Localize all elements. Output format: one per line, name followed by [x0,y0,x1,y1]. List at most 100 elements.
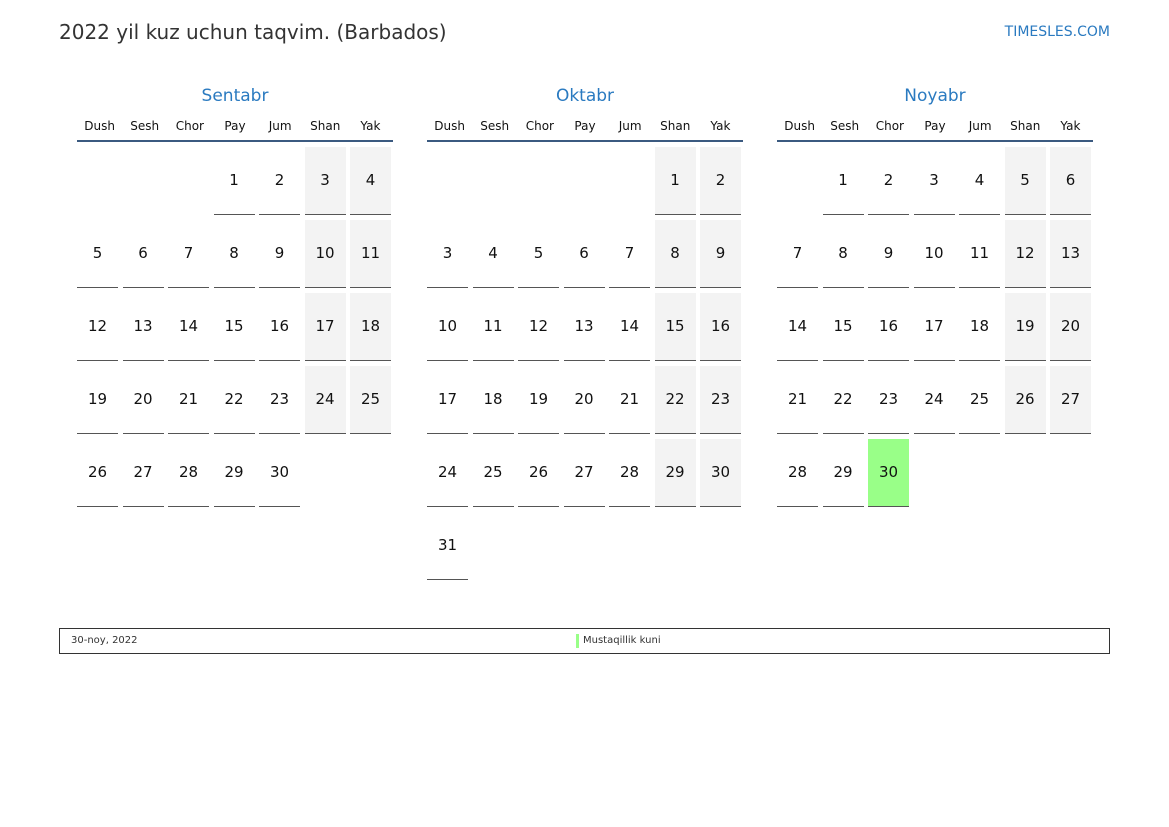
day-cell[interactable]: 15 [654,293,696,361]
day-cell[interactable]: 6 [563,220,605,288]
weekday-header: Dush Sesh Chor Pay Jum Shan Yak [427,118,743,142]
day-cell[interactable]: 14 [777,293,818,361]
day-cell[interactable]: 6 [1050,147,1091,215]
holiday-legend: 30-noy, 2022 Mustaqillik kuni [59,628,1110,654]
day-cell[interactable]: 19 [518,366,559,434]
day-cell[interactable]: 5 [1004,147,1046,215]
day-cell[interactable]: 3 [427,220,468,288]
day-cell[interactable]: 6 [122,220,164,288]
day-cell[interactable]: 15 [822,293,864,361]
day-cell[interactable]: 4 [350,147,391,215]
day-cell[interactable]: 14 [609,293,650,361]
day-cell[interactable]: 21 [609,366,650,434]
day-cell[interactable]: 5 [518,220,559,288]
day-cell[interactable]: 20 [563,366,605,434]
day-cell[interactable]: 23 [259,366,300,434]
day-cell[interactable]: 9 [259,220,300,288]
day-cell[interactable]: 21 [777,366,818,434]
day-cell[interactable]: 16 [868,293,909,361]
day-cell[interactable]: 8 [822,220,864,288]
day-cell[interactable]: 25 [350,366,391,434]
month-name: Sentabr [201,86,269,106]
day-cell[interactable]: 1 [654,147,696,215]
day-cell[interactable]: 17 [427,366,468,434]
day-cell[interactable]: 30 [700,439,741,507]
day-cell[interactable]: 8 [213,220,255,288]
day-cell[interactable]: 23 [868,366,909,434]
day-cell[interactable]: 21 [168,366,209,434]
day-cell[interactable]: 2 [700,147,741,215]
day-cell[interactable]: 27 [1050,366,1091,434]
day-cell[interactable]: 29 [654,439,696,507]
day-cell[interactable]: 9 [700,220,741,288]
day-cell[interactable]: 24 [304,366,346,434]
day-cell[interactable]: 14 [168,293,209,361]
day-cell[interactable]: 7 [168,220,209,288]
day-cell[interactable]: 22 [654,366,696,434]
day-cell[interactable]: 29 [822,439,864,507]
day-cell[interactable]: 25 [959,366,1000,434]
day-cell[interactable]: 19 [77,366,118,434]
day-cell[interactable]: 13 [563,293,605,361]
day-cell[interactable]: 8 [654,220,696,288]
day-cell[interactable]: 4 [472,220,514,288]
weekday-label: Dush [784,119,815,133]
day-cell[interactable]: 12 [77,293,118,361]
day-cell[interactable]: 29 [213,439,255,507]
day-cell[interactable]: 24 [427,439,468,507]
day-cell[interactable]: 13 [122,293,164,361]
day-cell[interactable]: 10 [427,293,468,361]
day-cell[interactable]: 22 [822,366,864,434]
day-cell[interactable]: 10 [304,220,346,288]
day-cell[interactable]: 26 [518,439,559,507]
day-cell[interactable]: 20 [122,366,164,434]
day-cell[interactable]: 15 [213,293,255,361]
day-cell[interactable]: 30 [259,439,300,507]
month-sentabr: Sentabr Dush Sesh Chor Pay Jum Shan Yak 1 2 3 4 5 6 7 8… [77,84,393,507]
day-cell[interactable]: 5 [77,220,118,288]
weekday-label: Jum [618,119,642,133]
weekday-label: Sesh [130,119,160,133]
day-cell[interactable]: 2 [868,147,909,215]
day-cell[interactable]: 17 [913,293,955,361]
day-cell[interactable]: 13 [1050,220,1091,288]
day-cell[interactable]: 26 [77,439,118,507]
day-cell[interactable]: 24 [913,366,955,434]
month-oktabr: Oktabr Dush Sesh Chor Pay Jum Shan Yak 1 2 3 4 5 6 7 8 9… [427,84,743,580]
day-cell[interactable]: 18 [350,293,391,361]
site-link[interactable]: TIMESLES.COM [1004,24,1110,40]
day-cell[interactable]: 25 [472,439,514,507]
day-cell[interactable]: 3 [304,147,346,215]
day-cell[interactable]: 12 [518,293,559,361]
day-cell[interactable]: 28 [777,439,818,507]
day-cell[interactable]: 11 [350,220,391,288]
day-cell[interactable]: 10 [913,220,955,288]
day-cell[interactable]: 1 [213,147,255,215]
day-cell[interactable]: 22 [213,366,255,434]
day-cell[interactable]: 19 [1004,293,1046,361]
day-cell[interactable]: 16 [700,293,741,361]
day-cell[interactable]: 4 [959,147,1000,215]
day-cell[interactable]: 31 [427,512,468,580]
day-cell[interactable]: 7 [609,220,650,288]
day-cell[interactable]: 28 [609,439,650,507]
day-cell[interactable]: 9 [868,220,909,288]
day-cell[interactable]: 20 [1050,293,1091,361]
day-cell[interactable]: 27 [563,439,605,507]
day-cell[interactable]: 11 [959,220,1000,288]
day-cell[interactable]: 27 [122,439,164,507]
day-cell[interactable]: 7 [777,220,818,288]
day-cell[interactable]: 3 [913,147,955,215]
day-cell[interactable]: 12 [1004,220,1046,288]
day-cell[interactable]: 16 [259,293,300,361]
day-cell[interactable]: 28 [168,439,209,507]
day-cell[interactable]: 18 [959,293,1000,361]
day-cell[interactable]: 11 [472,293,514,361]
day-cell[interactable]: 26 [1004,366,1046,434]
day-cell[interactable]: 2 [259,147,300,215]
day-cell[interactable]: 17 [304,293,346,361]
day-cell[interactable]: 23 [700,366,741,434]
day-cell[interactable]: 18 [472,366,514,434]
day-cell[interactable]: 1 [822,147,864,215]
holiday-day-cell[interactable]: 30 [868,439,909,507]
